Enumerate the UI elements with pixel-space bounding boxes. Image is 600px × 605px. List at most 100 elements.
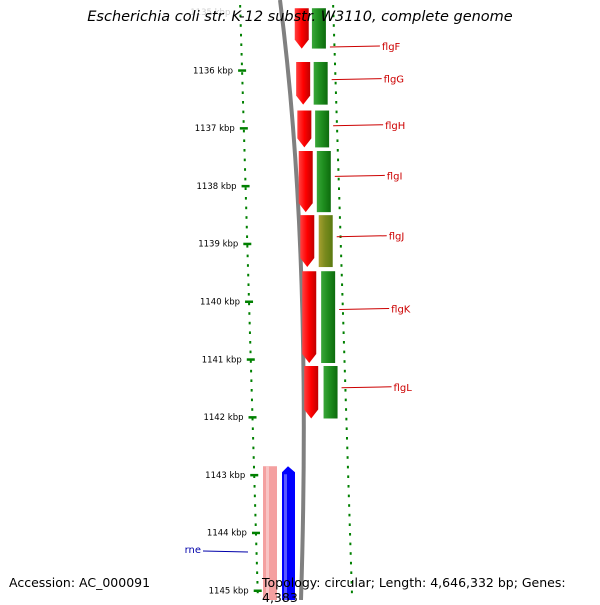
outer-minor-tick <box>346 456 349 459</box>
minor-tick <box>243 158 246 162</box>
gene-label-flgG[interactable]: flgG <box>384 75 404 86</box>
minor-tick <box>245 225 248 229</box>
minor-tick <box>255 552 258 555</box>
minor-tick <box>254 513 257 517</box>
cds-arrow-flgG[interactable] <box>296 61 311 105</box>
gene-label-flgI[interactable]: flgI <box>387 171 403 182</box>
major-tick <box>253 589 262 592</box>
minor-tick <box>254 504 257 507</box>
minor-tick <box>241 91 244 94</box>
outer-minor-tick <box>350 571 353 574</box>
outer-minor-tick <box>332 5 335 8</box>
minor-tick <box>256 581 259 584</box>
tick-label: 1137 kbp <box>195 124 235 134</box>
label-leader-flgK <box>339 308 390 311</box>
outer-minor-tick <box>341 293 344 296</box>
gene-box-flgG[interactable] <box>313 61 328 105</box>
outer-minor-tick <box>342 341 345 344</box>
genome-backbone <box>278 0 306 600</box>
label-leader-flgH <box>333 124 384 127</box>
cds-arrow-flgK[interactable] <box>302 271 317 364</box>
minor-tick <box>245 216 248 219</box>
minor-tick <box>246 254 249 258</box>
outer-minor-tick <box>346 465 349 469</box>
cds-arrow-flgH[interactable] <box>297 110 312 148</box>
outer-minor-tick <box>336 139 339 142</box>
label-leader-flgJ <box>336 235 387 238</box>
gene-label-flgK[interactable]: flgK <box>391 305 411 316</box>
minor-tick <box>252 456 255 459</box>
outer-minor-tick <box>339 245 342 248</box>
tick-label: 1138 kbp <box>197 182 237 192</box>
gene-label-flgH[interactable]: flgH <box>385 121 405 132</box>
outer-minor-tick <box>350 590 353 594</box>
outer-minor-tick <box>344 389 347 392</box>
kbp-ruler: 1135 kbp 1136 kbp 1137 kbp 1138 kbp 1139 kbp… <box>190 5 262 597</box>
tick-label: 1140 kbp <box>200 298 240 308</box>
label-leader-flgF <box>329 45 380 48</box>
minor-tick <box>250 379 253 382</box>
outer-minor-tick <box>344 398 347 402</box>
major-tick <box>246 358 255 361</box>
major-tick <box>251 531 260 535</box>
minor-tick <box>240 53 243 56</box>
gene-box-flgJ[interactable] <box>318 215 333 268</box>
tick-label: 1136 kbp <box>193 66 233 76</box>
gene-box-flgK[interactable] <box>321 271 336 364</box>
gene-label-rne[interactable]: rne <box>185 545 201 556</box>
outer-minor-tick <box>349 533 352 536</box>
gene-label-flgF[interactable]: flgF <box>382 42 401 53</box>
minor-tick <box>255 561 258 565</box>
major-tick <box>241 184 250 188</box>
gene-label-flgJ[interactable]: flgJ <box>389 232 405 243</box>
major-tick <box>248 416 257 419</box>
minor-tick <box>240 33 243 37</box>
minor-tick <box>253 494 256 498</box>
outer-minor-tick <box>349 552 352 555</box>
outer-minor-tick <box>334 91 337 94</box>
cds-arrow-flgJ[interactable] <box>300 215 315 268</box>
cds-arrow-flgL[interactable] <box>304 366 319 419</box>
gene-box-flgL[interactable] <box>323 366 338 419</box>
outer-minor-tick <box>335 110 338 114</box>
minor-tick <box>247 273 250 277</box>
minor-tick <box>251 417 254 421</box>
minor-tick <box>252 437 255 440</box>
outer-minor-tick <box>333 33 336 37</box>
minor-tick <box>248 331 251 334</box>
minor-tick <box>248 321 251 325</box>
minor-tick <box>239 14 242 18</box>
outer-minor-tick <box>336 149 339 152</box>
outer-minor-tick <box>347 494 350 498</box>
minor-tick <box>246 245 249 248</box>
minor-tick <box>241 81 244 85</box>
minor-tick <box>248 302 251 306</box>
gene-label-flgL[interactable]: flgL <box>394 383 413 394</box>
outer-minor-tick <box>337 187 340 190</box>
outer-minor-tick <box>343 369 346 373</box>
outer-minor-tick <box>338 216 341 219</box>
label-leader-rne <box>202 550 249 553</box>
gene-box-flgF[interactable] <box>311 8 326 49</box>
major-tick <box>243 242 252 246</box>
minor-tick <box>247 293 250 296</box>
tick-label: 1142 kbp <box>203 413 243 423</box>
outer-minor-tick <box>332 14 335 18</box>
outer-minor-tick <box>338 206 341 210</box>
tick-label: 1143 kbp <box>205 471 245 481</box>
label-leader-flgI <box>334 174 385 177</box>
tick-label: 1144 kbp <box>207 529 247 539</box>
outer-minor-tick <box>334 72 337 75</box>
outer-minor-tick <box>340 273 343 277</box>
outer-minor-tick <box>335 120 338 123</box>
gene-box-flgI[interactable] <box>316 150 331 213</box>
gene-track <box>263 8 338 600</box>
outer-minor-tick <box>334 81 337 85</box>
minor-tick <box>250 369 253 373</box>
outer-minor-tick <box>346 446 349 450</box>
minor-tick <box>249 350 252 354</box>
cds-arrow-flgF[interactable] <box>294 8 309 49</box>
cds-highlight <box>284 474 287 600</box>
cds-arrow-flgI[interactable] <box>298 150 313 213</box>
gene-box-flgH[interactable] <box>315 110 330 148</box>
